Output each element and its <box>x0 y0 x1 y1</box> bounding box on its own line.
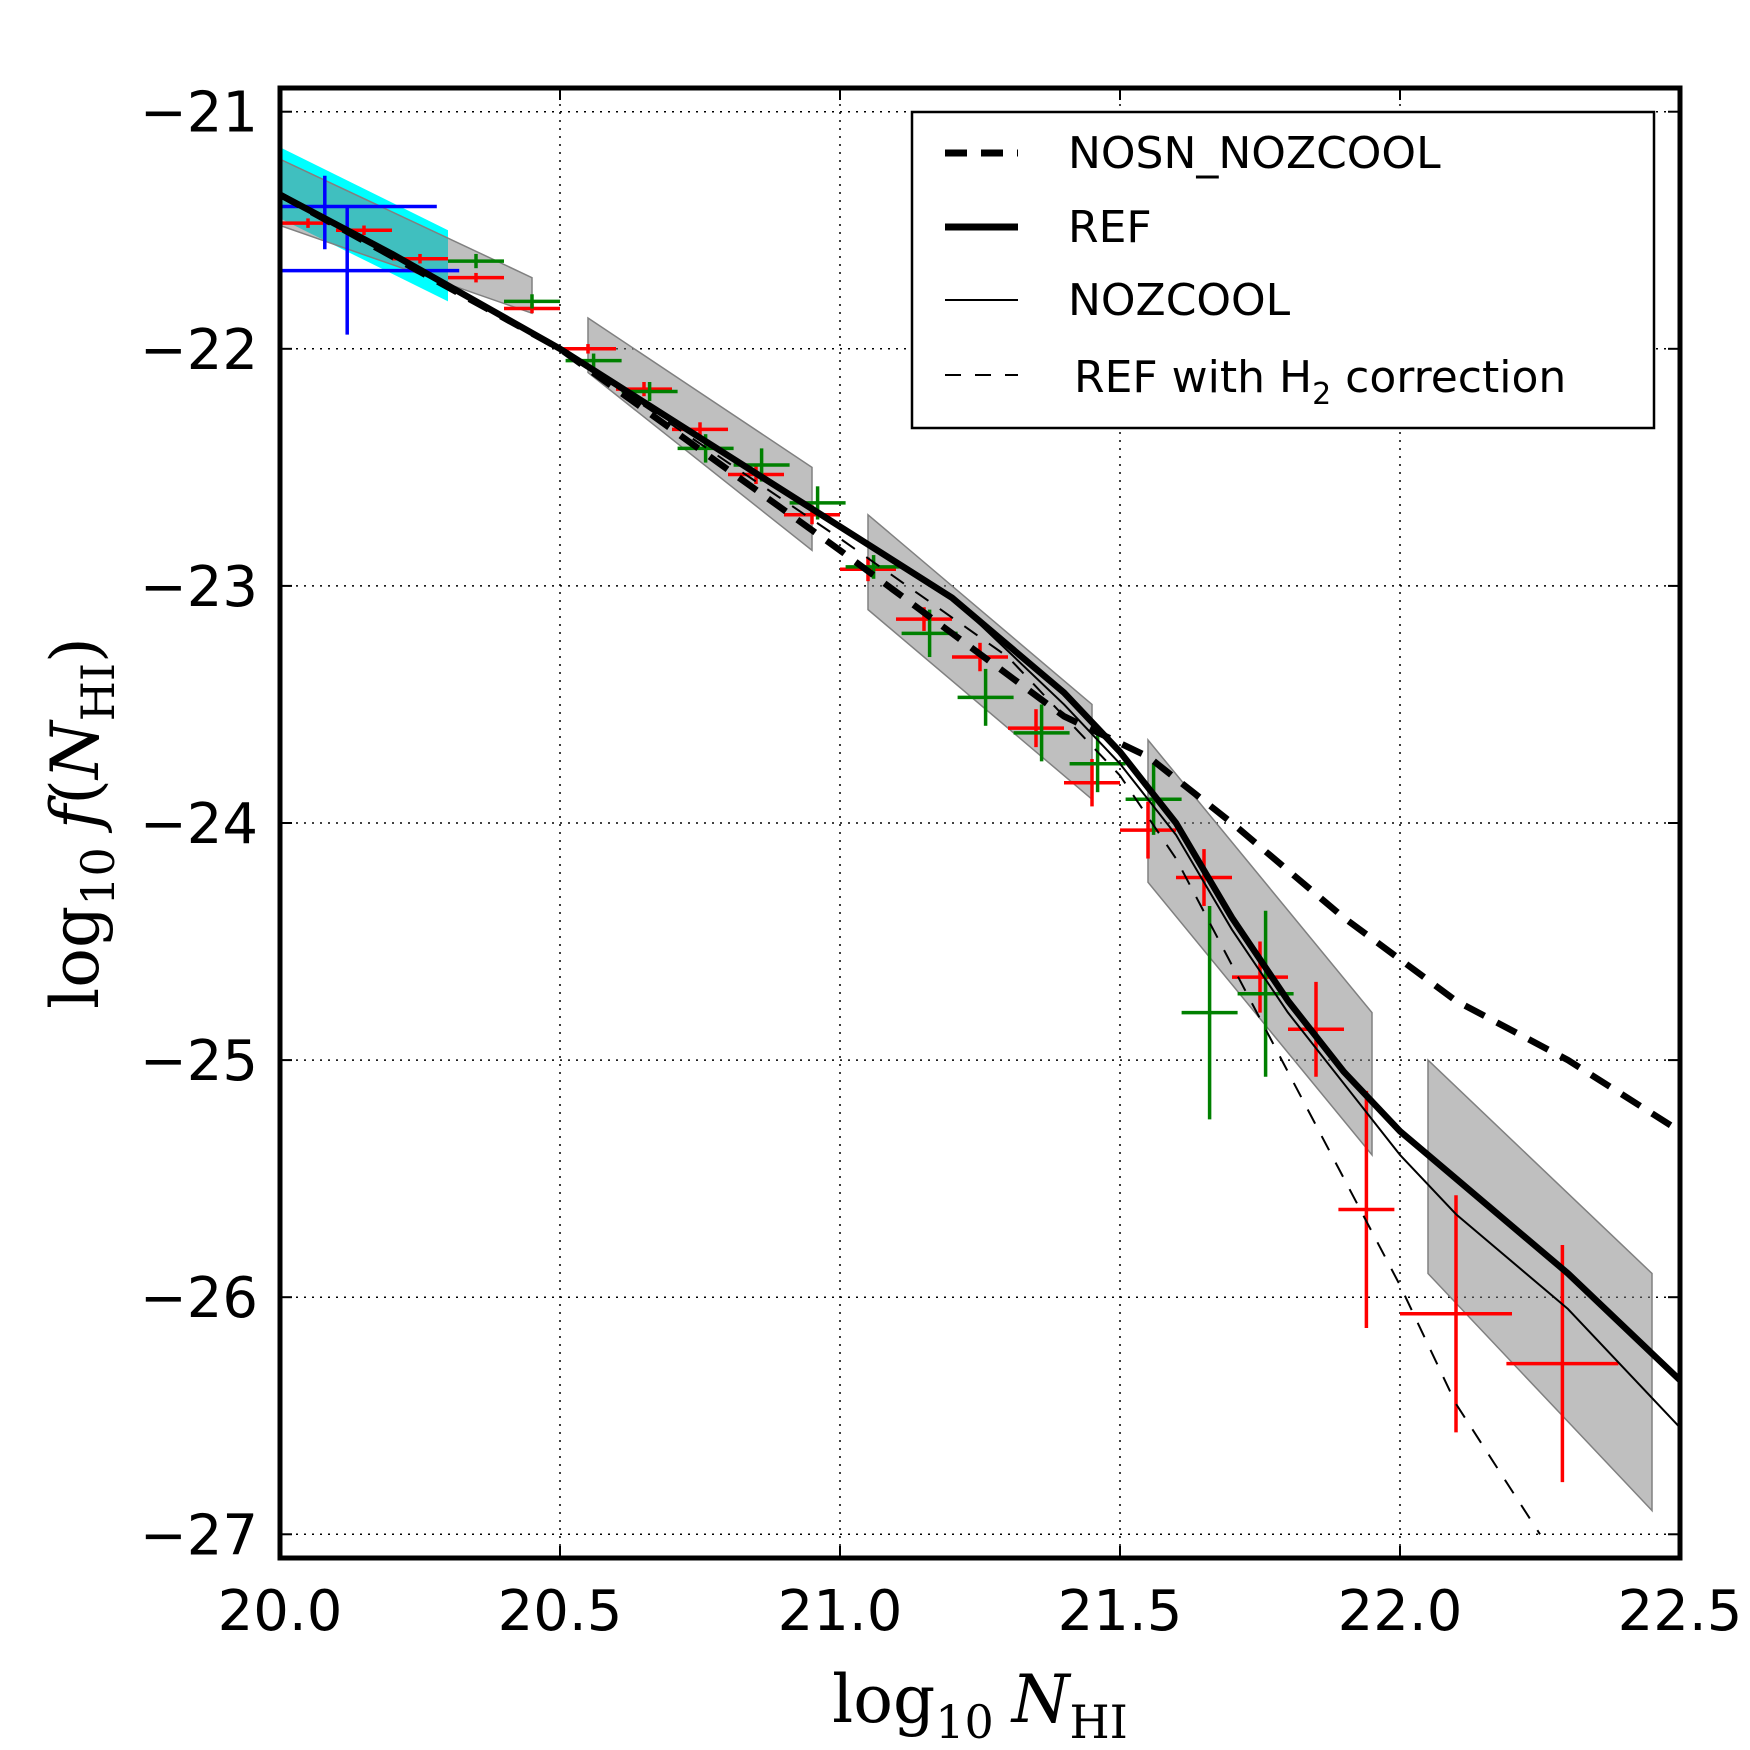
series-nozcool <box>280 193 1680 1429</box>
error-point <box>1288 981 1344 1077</box>
ticks: 20.0 20.5 21.0 21.5 22.0 22.5 −21 −22 −23 −24 −25 −… <box>140 81 1743 1644</box>
x-tick-label: 20.0 <box>218 1579 343 1644</box>
y-axis-label-sub: 10 <box>71 847 125 906</box>
y-tick-label: −25 <box>140 1029 258 1094</box>
x-axis-label-var: N <box>1010 1661 1072 1738</box>
error-point <box>1008 709 1064 748</box>
error-point <box>1338 1090 1395 1329</box>
y-tick-label: −21 <box>140 81 258 146</box>
x-axis-label-varsub: HI <box>1070 1695 1128 1749</box>
error-point <box>448 253 504 269</box>
x-tick-label: 20.5 <box>498 1579 623 1644</box>
y-tick-label: −27 <box>140 1503 258 1568</box>
y-axis-label-varsub: HI <box>71 663 125 721</box>
x-tick-label: 21.0 <box>778 1579 903 1644</box>
error-point <box>1181 905 1238 1120</box>
legend-label-ref: REF <box>1068 202 1152 253</box>
legend-label-nozcool: NOZCOOL <box>1068 275 1291 326</box>
error-point <box>845 555 902 579</box>
y-tick-label: −26 <box>140 1266 258 1331</box>
error-point <box>1232 941 1288 1013</box>
y-tick-label: −24 <box>140 792 258 857</box>
series-ref-with-h2-correction <box>280 193 1541 1535</box>
legend-label-ref-h2-sub: 2 <box>1312 377 1331 412</box>
y-axis-label-base: log <box>37 906 114 1009</box>
legend: NOSN_NOZCOOL REF NOZCOOL REF with H2 cor… <box>910 110 1656 430</box>
error-point <box>1506 1245 1619 1483</box>
error-point <box>280 175 437 250</box>
legend-label-ref-h2-main: REF with H <box>1074 352 1312 403</box>
error-point <box>1069 735 1126 793</box>
series-nosn-nozcool <box>280 191 1680 1134</box>
error-point <box>1120 801 1176 859</box>
x-axis-label-sub: 10 <box>935 1695 994 1749</box>
legend-label-nosn-nozcool: NOSN_NOZCOOL <box>1068 128 1441 179</box>
error-point <box>957 668 1014 726</box>
y-axis-label: log10f(NHI) <box>37 637 125 1009</box>
legend-box <box>910 110 1656 430</box>
error-point <box>1400 1195 1512 1433</box>
legend-label-ref-h2: REF with H2 correction <box>1074 352 1566 412</box>
x-tick-label: 22.5 <box>1618 1579 1743 1644</box>
legend-label-ref-h2-after: correction <box>1331 352 1566 403</box>
y-tick-label: −23 <box>140 555 258 620</box>
error-point <box>504 294 560 309</box>
y-axis-label-var: N <box>37 719 114 781</box>
x-axis-label-base: log <box>832 1661 935 1738</box>
error-point <box>1013 704 1070 762</box>
x-tick-label: 22.0 <box>1338 1579 1463 1644</box>
x-axis-label: log10 NHI <box>832 1661 1128 1749</box>
model-lines <box>280 191 1680 1535</box>
y-tick-label: −22 <box>140 318 258 383</box>
error-point <box>560 344 616 354</box>
error-point <box>1064 758 1120 807</box>
error-point <box>448 272 504 283</box>
x-tick-label: 21.5 <box>1058 1579 1183 1644</box>
